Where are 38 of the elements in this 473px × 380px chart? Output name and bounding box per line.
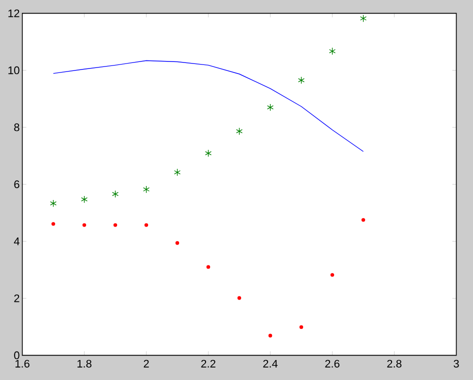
point (143, 186, 150, 194)
point (175, 241, 180, 245)
y-tick-label: 0 (14, 351, 20, 360)
point (268, 334, 272, 338)
point (299, 325, 304, 329)
point (205, 149, 212, 157)
point (144, 223, 148, 227)
x-tick-label: 2 (144, 360, 149, 368)
point (298, 76, 305, 84)
x-tick-label: 3 (454, 360, 459, 368)
x-tick-label: 1.8 (78, 360, 92, 368)
y-tick-label: 12 (8, 9, 20, 18)
point (330, 273, 334, 277)
point (81, 196, 88, 204)
x-tick-label: 2.8 (387, 360, 402, 368)
point (50, 200, 57, 208)
y-tick-label: 2 (14, 294, 20, 302)
point (51, 222, 56, 226)
point (82, 223, 86, 227)
line-series (52, 60, 364, 152)
point (174, 168, 181, 176)
x-tick-label: 1.6 (16, 360, 30, 368)
y-tick-label: 4 (14, 238, 20, 246)
point (206, 265, 210, 269)
y-tick-label: 10 (8, 66, 20, 74)
point (113, 223, 118, 227)
point (360, 14, 367, 22)
point (236, 128, 243, 136)
y-tick-label: 8 (14, 123, 20, 132)
point (267, 104, 274, 112)
x-tick-label: 2.6 (325, 360, 340, 368)
point (237, 296, 242, 300)
x-tick-label: 2.2 (201, 360, 216, 368)
point (361, 218, 366, 222)
x-tick-label: 2.4 (263, 360, 278, 368)
point (112, 190, 119, 198)
point (329, 47, 336, 55)
y-tick-label: 6 (14, 180, 20, 188)
